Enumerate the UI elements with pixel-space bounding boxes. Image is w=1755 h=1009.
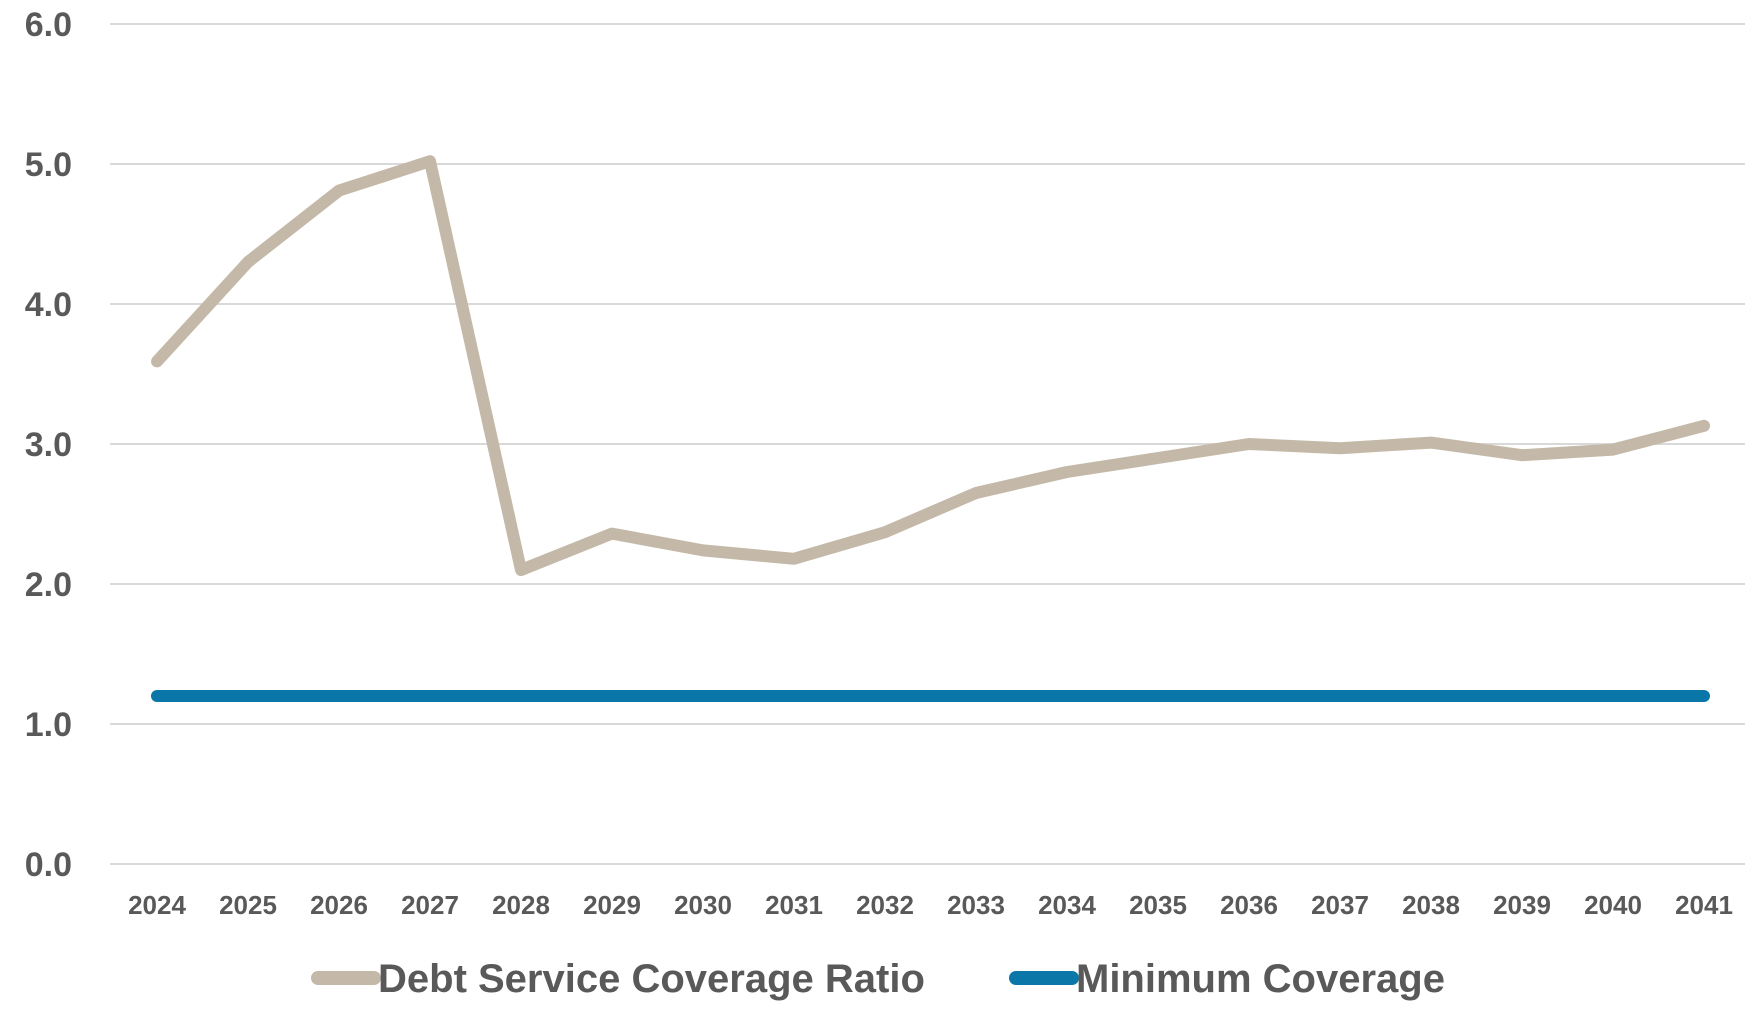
- x-tick-label: 2037: [1311, 890, 1369, 920]
- x-tick-label: 2033: [947, 890, 1005, 920]
- series-lines: [151, 155, 1710, 702]
- x-tick-label: 2040: [1584, 890, 1642, 920]
- x-tick-label: 2030: [674, 890, 732, 920]
- x-tick-label: 2036: [1220, 890, 1278, 920]
- x-tick-label: 2034: [1038, 890, 1096, 920]
- x-tick-label: 2028: [492, 890, 550, 920]
- series-line-debt-service-coverage-ratio: [151, 155, 1710, 576]
- x-tick-label: 2029: [583, 890, 641, 920]
- y-tick-label: 0.0: [25, 846, 72, 884]
- y-tick-label: 1.0: [25, 706, 72, 744]
- x-tick-label: 2024: [128, 890, 186, 920]
- y-tick-label: 4.0: [25, 286, 72, 324]
- x-tick-label: 2032: [856, 890, 914, 920]
- y-tick-label: 6.0: [25, 6, 72, 44]
- x-tick-label: 2025: [219, 890, 277, 920]
- legend-label-debt-service-coverage-ratio: Debt Service Coverage Ratio: [378, 957, 925, 1001]
- x-tick-label: 2027: [401, 890, 459, 920]
- x-tick-label: 2041: [1675, 890, 1733, 920]
- x-tick-label: 2039: [1493, 890, 1551, 920]
- x-tick-label: 2026: [310, 890, 368, 920]
- x-tick-label: 2038: [1402, 890, 1460, 920]
- y-tick-label: 2.0: [25, 566, 72, 604]
- y-tick-label: 3.0: [25, 426, 72, 464]
- gridlines: [110, 23, 1745, 865]
- y-axis-tick-labels: 0.0 1.0 2.0 3.0 4.0 5.0 6.0: [25, 6, 72, 884]
- x-tick-label: 2035: [1129, 890, 1187, 920]
- x-tick-label: 2031: [765, 890, 823, 920]
- legend: Debt Service Coverage Ratio Minimum Cove…: [311, 957, 1445, 1001]
- y-tick-label: 5.0: [25, 146, 72, 184]
- x-axis-tick-labels: 2024 2025 2026 2027 2028 2029 2030 2031 2032 2033…: [128, 890, 1733, 920]
- legend-label-minimum-coverage: Minimum Coverage: [1076, 957, 1445, 1001]
